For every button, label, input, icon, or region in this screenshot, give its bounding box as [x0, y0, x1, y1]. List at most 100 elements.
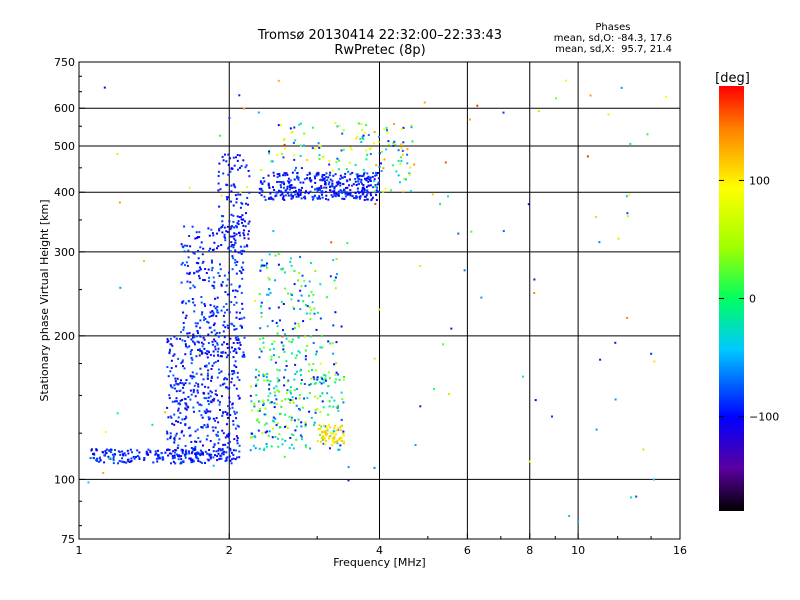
- data-point: [206, 374, 209, 377]
- data-point: [311, 185, 313, 188]
- data-point: [321, 193, 323, 196]
- data-point: [231, 403, 234, 406]
- data-point: [265, 264, 267, 267]
- data-point: [207, 268, 210, 271]
- data-point: [298, 394, 301, 397]
- data-point: [212, 234, 215, 237]
- data-point: [197, 262, 200, 265]
- data-point: [193, 336, 196, 339]
- data-point: [312, 196, 315, 199]
- data-point: [272, 186, 274, 189]
- data-point: [308, 280, 311, 283]
- data-point: [233, 303, 236, 306]
- data-point: [216, 247, 218, 250]
- data-point: [234, 458, 237, 461]
- data-point: [222, 215, 225, 218]
- data-point: [202, 378, 205, 381]
- data-point: [170, 359, 173, 362]
- data-point: [320, 376, 323, 379]
- data-point: [253, 402, 256, 405]
- data-point: [230, 200, 232, 203]
- data-point: [377, 141, 380, 144]
- data-point: [275, 385, 278, 388]
- data-point: [219, 401, 221, 404]
- data-point: [194, 430, 197, 433]
- data-point: [207, 280, 210, 283]
- data-point: [217, 170, 220, 173]
- data-point: [278, 390, 281, 393]
- data-point: [189, 457, 192, 460]
- data-point: [224, 410, 227, 413]
- data-point: [225, 386, 228, 389]
- data-point: [225, 457, 228, 460]
- data-point: [334, 311, 337, 314]
- data-point: [284, 425, 286, 428]
- data-point: [240, 325, 243, 328]
- data-point: [312, 293, 315, 296]
- data-point: [102, 451, 104, 454]
- data-point: [333, 363, 336, 366]
- data-point: [238, 444, 241, 447]
- data-point: [207, 321, 210, 324]
- data-point: [335, 161, 338, 164]
- phase-stats: Phases mean, sd,O: -84.3, 17.6 mean, sd,…: [554, 22, 672, 55]
- data-point: [194, 453, 197, 456]
- data-point: [210, 259, 213, 262]
- x-tick-label: 16: [673, 544, 687, 557]
- data-point: [258, 292, 261, 295]
- data-point: [99, 456, 101, 459]
- data-point: [229, 228, 232, 231]
- data-point: [210, 269, 213, 272]
- data-point: [147, 448, 150, 451]
- data-point: [285, 337, 288, 340]
- data-point: [95, 449, 98, 452]
- data-point: [164, 411, 167, 414]
- data-point: [312, 363, 315, 365]
- data-point: [185, 415, 187, 418]
- data-point: [230, 458, 233, 461]
- data-point: [211, 261, 213, 264]
- data-point: [259, 327, 262, 330]
- data-point: [187, 450, 190, 453]
- data-point: [126, 449, 129, 452]
- data-point: [267, 434, 270, 437]
- data-point: [299, 189, 302, 192]
- data-point: [232, 246, 235, 249]
- data-point: [312, 342, 315, 344]
- data-point: [197, 332, 199, 334]
- data-point: [179, 422, 182, 424]
- data-point: [304, 355, 307, 358]
- data-point: [205, 365, 208, 368]
- data-point: [361, 182, 363, 185]
- data-point: [282, 174, 285, 177]
- data-point: [181, 339, 184, 342]
- data-point: [201, 452, 204, 454]
- data-point: [431, 193, 434, 196]
- data-point: [589, 94, 592, 97]
- data-point: [281, 335, 284, 338]
- data-point: [208, 250, 210, 252]
- data-point: [172, 374, 175, 377]
- data-point: [132, 455, 135, 458]
- data-point: [233, 226, 236, 229]
- data-point: [306, 397, 309, 399]
- data-point: [357, 122, 360, 125]
- data-point: [232, 289, 234, 292]
- data-point: [288, 447, 291, 449]
- data-point: [230, 190, 233, 193]
- data-point: [276, 377, 279, 380]
- data-point: [267, 174, 270, 177]
- data-point: [239, 324, 242, 327]
- data-point: [315, 353, 318, 356]
- data-point: [185, 404, 188, 407]
- data-point: [280, 341, 283, 344]
- data-point: [237, 223, 240, 226]
- data-point: [175, 400, 178, 403]
- data-point: [653, 360, 656, 363]
- data-point: [231, 167, 234, 170]
- x-tick-label: 8: [526, 544, 533, 557]
- data-point: [199, 454, 202, 457]
- data-point: [239, 234, 242, 237]
- data-point: [222, 172, 225, 175]
